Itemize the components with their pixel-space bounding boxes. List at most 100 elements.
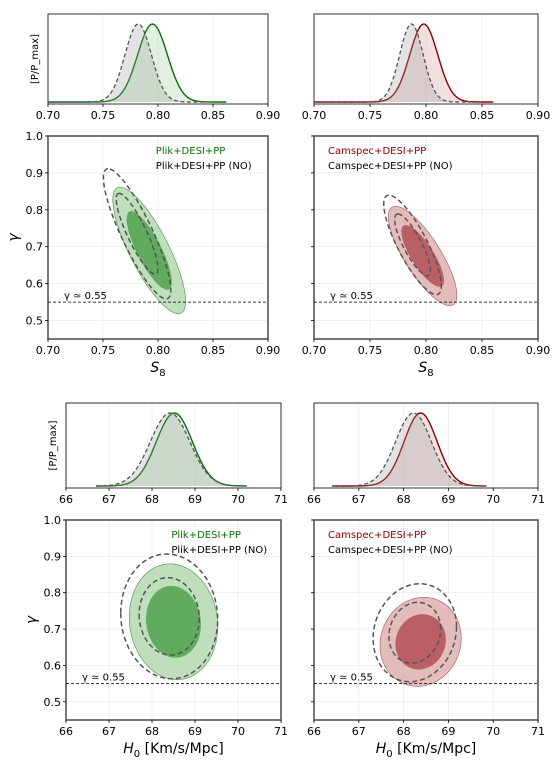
x-axis-label: H0 [Km/s/Mpc] bbox=[376, 741, 477, 760]
s8-posterior-plik: 0.70 0.75 0.80 0.85 0.90 [P/P_max] bbox=[30, 13, 281, 122]
x-tick-label: 0.70 bbox=[36, 109, 61, 122]
y-tick-label: 0.8 bbox=[44, 587, 62, 600]
posterior-fill-plik bbox=[48, 24, 227, 102]
legend-no: Camspec+DESI+PP (NO) bbox=[328, 545, 453, 556]
y-axis-label: γ bbox=[24, 615, 40, 624]
x-tick-label: 71 bbox=[531, 493, 545, 506]
reference-label: γ ≃ 0.55 bbox=[82, 673, 125, 684]
x-tick-label: 71 bbox=[531, 725, 545, 738]
contour-no-2sigma bbox=[382, 194, 443, 296]
x-tick-label: 67 bbox=[102, 493, 116, 506]
contour-no-1sigma bbox=[393, 213, 432, 277]
y-tick-label: 0.7 bbox=[26, 241, 44, 254]
x-tick-label: 66 bbox=[307, 493, 321, 506]
y-tick-label: 0.6 bbox=[44, 659, 62, 672]
x-tick-label: 69 bbox=[188, 493, 202, 506]
x-tick-label: 0.80 bbox=[414, 109, 439, 122]
x-tick-label: 68 bbox=[397, 725, 411, 738]
s8-gamma-camspec: 0.70 0.75 0.80 0.85 0.90 γ ≃ 0.55 Camspec+DESI… bbox=[302, 135, 551, 379]
x-tick-label: 0.80 bbox=[146, 344, 171, 357]
contour-no-2sigma bbox=[372, 582, 458, 683]
legend-main: Camspec+DESI+PP bbox=[328, 146, 426, 157]
reference-label: γ ≃ 0.55 bbox=[330, 673, 373, 684]
x-tick-label: 66 bbox=[59, 493, 73, 506]
axes-frame bbox=[313, 402, 539, 489]
x-tick-label: 0.90 bbox=[256, 344, 281, 357]
posterior-fill-no bbox=[48, 24, 208, 102]
posterior-fill-plik bbox=[96, 413, 247, 486]
x-tick-label: 68 bbox=[145, 725, 159, 738]
axes-frame bbox=[65, 519, 282, 721]
axes-frame bbox=[313, 519, 539, 721]
y-tick-label: 0.9 bbox=[44, 550, 62, 563]
legend-main: Plik+DESI+PP bbox=[156, 146, 226, 157]
x-tick-label: 67 bbox=[352, 493, 366, 506]
legend-no: Plik+DESI+PP (NO) bbox=[171, 545, 267, 556]
posterior-fill-no bbox=[314, 24, 471, 102]
x-tick-label: 0.80 bbox=[146, 109, 171, 122]
posterior-line-no bbox=[314, 23, 471, 103]
h0-posterior-camspec: 66 67 68 69 70 71 bbox=[307, 402, 545, 506]
x-tick-label: 0.90 bbox=[526, 109, 551, 122]
x-tick-label: 0.85 bbox=[470, 344, 495, 357]
posterior-line-no bbox=[48, 23, 208, 103]
x-tick-label: 69 bbox=[188, 725, 202, 738]
x-tick-label: 0.85 bbox=[201, 109, 226, 122]
x-tick-label: 0.75 bbox=[358, 109, 383, 122]
x-tick-label: 0.85 bbox=[470, 109, 495, 122]
contour-1sigma bbox=[126, 211, 172, 290]
x-tick-label: 0.80 bbox=[414, 344, 439, 357]
x-axis-label: H0 [Km/s/Mpc] bbox=[123, 741, 224, 760]
x-tick-label: 0.75 bbox=[358, 344, 383, 357]
posterior-line-no bbox=[96, 412, 247, 487]
x-axis-label: S8 bbox=[418, 360, 433, 379]
x-tick-label: 70 bbox=[486, 493, 500, 506]
x-tick-label: 66 bbox=[307, 725, 321, 738]
y-tick-label: 0.5 bbox=[44, 696, 62, 709]
x-tick-label: 0.85 bbox=[201, 344, 226, 357]
y-tick-label: 0.8 bbox=[26, 204, 44, 217]
axes-frame bbox=[65, 402, 282, 489]
posterior-y-label: [P/P_max] bbox=[30, 34, 41, 84]
legend-no: Camspec+DESI+PP (NO) bbox=[328, 161, 453, 172]
legend-no: Plik+DESI+PP (NO) bbox=[156, 161, 252, 172]
posterior-y-label: [P/P_max] bbox=[48, 420, 59, 470]
x-axis-label: S8 bbox=[150, 360, 165, 379]
x-tick-label: 67 bbox=[102, 725, 116, 738]
s8-posterior-camspec: 0.70 0.75 0.80 0.85 0.90 bbox=[302, 13, 551, 122]
x-tick-label: 0.75 bbox=[91, 344, 116, 357]
y-tick-label: 0.6 bbox=[26, 278, 44, 291]
x-tick-label: 0.75 bbox=[91, 109, 116, 122]
posterior-fill-no bbox=[96, 413, 247, 486]
y-axis-label: γ bbox=[6, 233, 22, 242]
contour-no-2sigma bbox=[102, 167, 172, 300]
y-tick-label: 0.7 bbox=[44, 623, 62, 636]
x-tick-label: 68 bbox=[145, 493, 159, 506]
y-tick-label: 1.0 bbox=[26, 130, 44, 143]
contour-no-1sigma bbox=[115, 192, 159, 275]
x-tick-label: 67 bbox=[352, 725, 366, 738]
x-tick-label: 68 bbox=[397, 493, 411, 506]
contour-no-2sigma bbox=[119, 553, 219, 680]
x-tick-label: 0.90 bbox=[256, 109, 281, 122]
x-tick-label: 71 bbox=[274, 725, 288, 738]
x-tick-label: 71 bbox=[274, 493, 288, 506]
x-tick-label: 0.90 bbox=[526, 344, 551, 357]
contour-1sigma bbox=[401, 225, 444, 287]
h0-gamma-plik: 66 67 68 69 70 71 0.5 0.6 0.7 0.8 0.9 1.0 γ ≃ 0.55 Pl… bbox=[24, 514, 288, 760]
posterior-line-camspec bbox=[331, 412, 487, 487]
contour-1sigma bbox=[395, 614, 446, 670]
x-tick-label: 0.70 bbox=[36, 344, 61, 357]
x-tick-label: 66 bbox=[59, 725, 73, 738]
x-tick-label: 0.70 bbox=[302, 344, 327, 357]
posterior-line-no bbox=[331, 412, 487, 487]
reference-label: γ ≃ 0.55 bbox=[330, 291, 373, 302]
posterior-fill-no bbox=[331, 413, 487, 486]
y-tick-label: 0.5 bbox=[26, 315, 44, 328]
x-tick-label: 69 bbox=[441, 493, 455, 506]
reference-label: γ ≃ 0.55 bbox=[64, 291, 107, 302]
x-tick-label: 0.70 bbox=[302, 109, 327, 122]
contour-no-1sigma bbox=[138, 576, 201, 656]
contour-no-1sigma bbox=[388, 601, 442, 664]
